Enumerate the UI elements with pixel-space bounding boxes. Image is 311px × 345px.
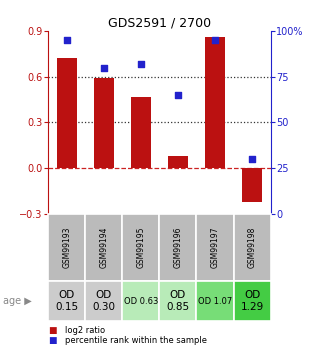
Text: OD 1.07: OD 1.07: [198, 296, 232, 306]
Text: OD
0.85: OD 0.85: [166, 290, 189, 312]
Bar: [197, 281, 234, 321]
Bar: [197, 214, 234, 281]
Text: ■: ■: [48, 336, 57, 345]
Text: percentile rank within the sample: percentile rank within the sample: [65, 336, 207, 345]
Point: [175, 92, 180, 98]
Title: GDS2591 / 2700: GDS2591 / 2700: [108, 17, 211, 30]
Bar: [85, 214, 122, 281]
Bar: [159, 281, 197, 321]
Point: [101, 65, 106, 70]
Text: age ▶: age ▶: [3, 296, 32, 306]
Text: GSM99195: GSM99195: [136, 227, 145, 268]
Bar: [168, 156, 188, 168]
Bar: [57, 59, 77, 168]
Text: OD 0.63: OD 0.63: [124, 296, 158, 306]
Text: OD
1.29: OD 1.29: [240, 290, 264, 312]
Text: log2 ratio: log2 ratio: [65, 326, 105, 335]
Point: [64, 37, 69, 43]
Text: OD
0.30: OD 0.30: [92, 290, 115, 312]
Point: [249, 156, 254, 162]
Point: [138, 61, 143, 67]
Text: GSM99198: GSM99198: [248, 227, 257, 268]
Point: [212, 37, 217, 43]
Bar: [131, 97, 151, 168]
Bar: [242, 168, 262, 202]
Text: OD
0.15: OD 0.15: [55, 290, 78, 312]
Text: ■: ■: [48, 326, 57, 335]
Bar: [122, 281, 159, 321]
Bar: [122, 214, 159, 281]
Text: GSM99197: GSM99197: [211, 227, 220, 268]
Bar: [234, 281, 271, 321]
Bar: [48, 281, 85, 321]
Bar: [234, 214, 271, 281]
Bar: [94, 78, 114, 168]
Text: GSM99193: GSM99193: [62, 227, 71, 268]
Bar: [48, 214, 85, 281]
Text: GSM99194: GSM99194: [99, 227, 108, 268]
Text: GSM99196: GSM99196: [174, 227, 183, 268]
Bar: [205, 37, 225, 168]
Bar: [159, 214, 197, 281]
Bar: [85, 281, 122, 321]
